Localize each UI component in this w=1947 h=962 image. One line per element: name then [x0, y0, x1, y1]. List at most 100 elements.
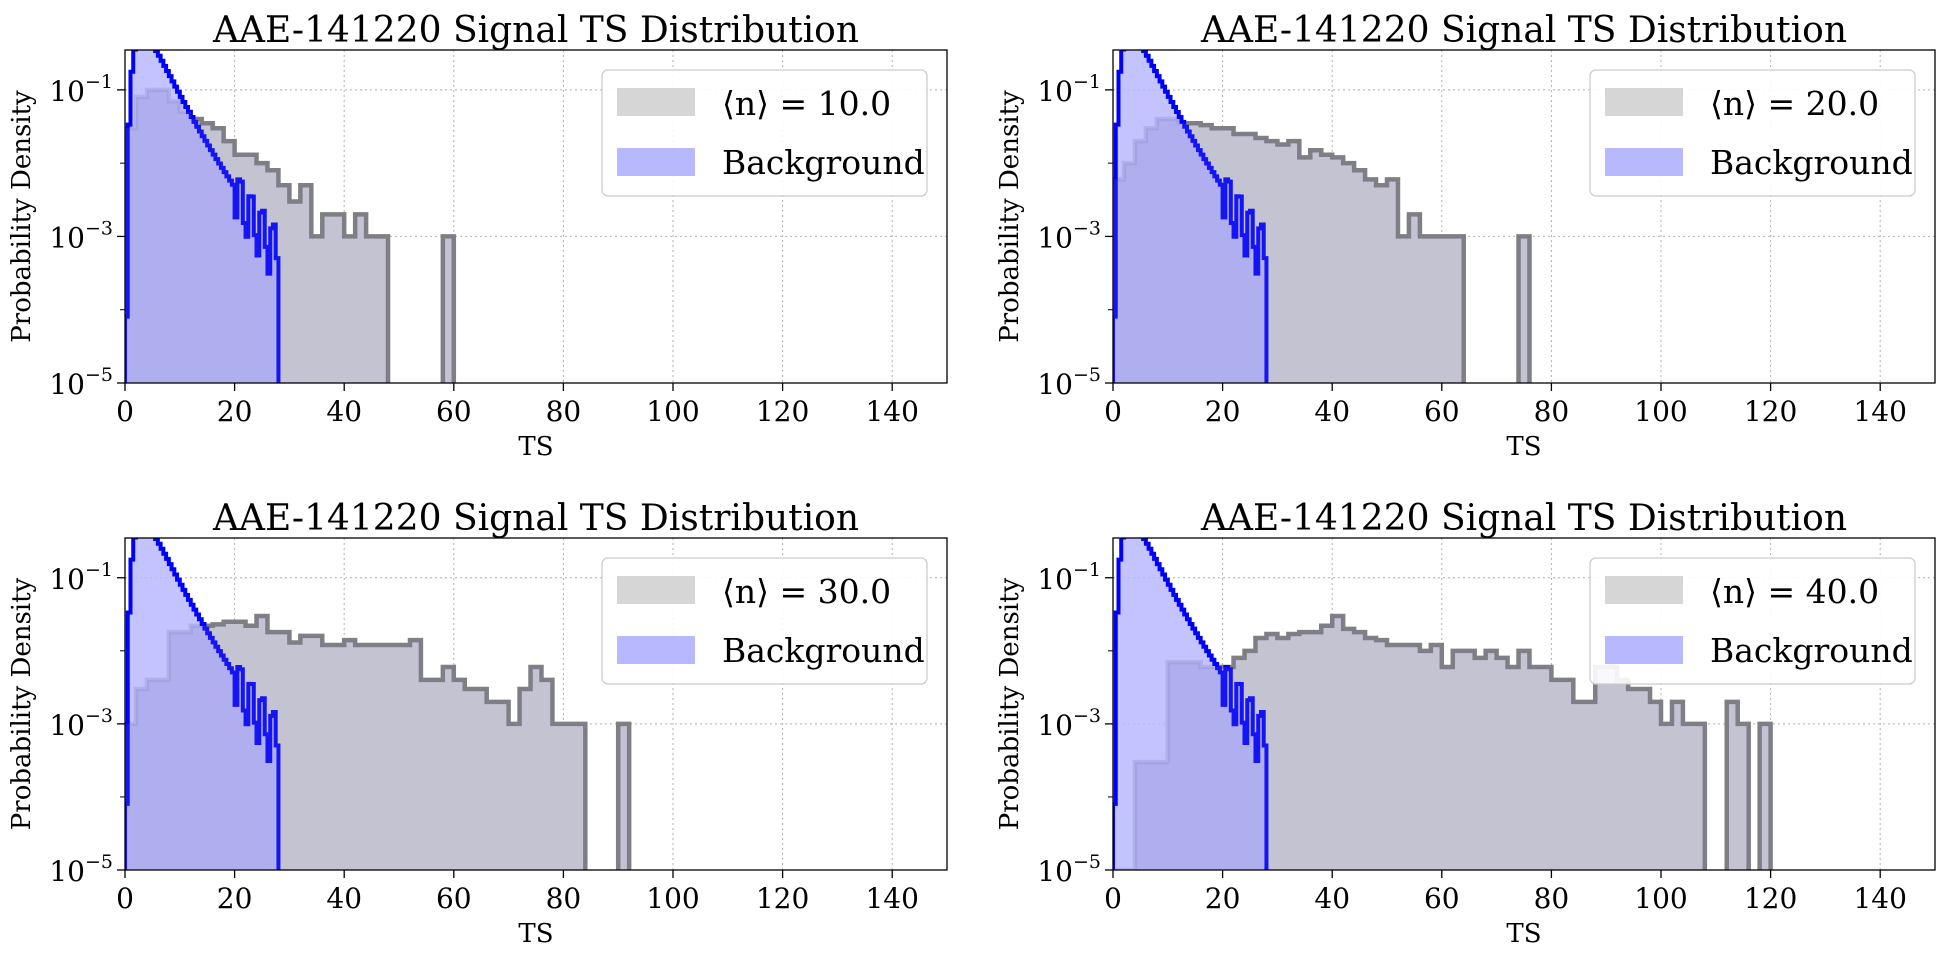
x-tick-label: 0	[1104, 882, 1122, 915]
plot-area	[125, 50, 457, 383]
background-histogram-line	[125, 538, 281, 870]
axes-frame	[124, 537, 948, 871]
x-tick-label: 80	[546, 882, 582, 915]
y-tick-label: 10−1	[49, 71, 113, 108]
y-tick-label: 10−5	[49, 851, 113, 888]
overlap-shade	[125, 615, 630, 870]
x-tick-label: 120	[756, 882, 809, 915]
x-axis-label: TS	[1506, 919, 1541, 949]
legend-label-background: Background	[722, 143, 925, 182]
overlap-shade	[1113, 119, 1530, 383]
axes-frame	[1112, 49, 1936, 384]
x-tick-label: 60	[1424, 882, 1460, 915]
background-histogram-line	[125, 50, 281, 383]
legend: ⟨n⟩ = 20.0 Background	[1589, 69, 1916, 197]
legend-label-background: Background	[1710, 143, 1913, 182]
y-tick-label: 10−5	[49, 364, 113, 401]
chart-title: AAE-141220 Signal TS Distribution	[212, 498, 859, 539]
y-tick-label: 10−3	[49, 705, 113, 742]
x-tick-label: 20	[1205, 395, 1241, 428]
background-histogram-fill	[125, 50, 279, 383]
legend-label-signal: ⟨n⟩ = 30.0	[722, 572, 891, 611]
x-tick-label: 20	[1205, 882, 1241, 915]
x-tick-label: 140	[865, 882, 918, 915]
x-tick-label: 60	[1424, 395, 1460, 428]
legend-swatch-background	[617, 148, 695, 176]
legend-swatch-signal	[1605, 576, 1683, 604]
x-tick-label: 20	[217, 395, 253, 428]
x-tick-label: 40	[326, 395, 362, 428]
x-tick-label: 100	[646, 882, 699, 915]
y-tick-label: 10−1	[49, 559, 113, 596]
y-axis-label: Probability Density	[995, 577, 1025, 830]
legend: ⟨n⟩ = 40.0 Background	[1589, 557, 1916, 685]
axes-frame	[124, 49, 948, 384]
x-axis-label: TS	[518, 919, 553, 949]
y-tick-label: 10−3	[1037, 217, 1101, 254]
chart-panel-3: 0 20 40 60 80 100 120 140 10−1 10−3 10−5 AAE-141220…	[7, 498, 948, 949]
y-axis-label: Probability Density	[7, 577, 37, 830]
legend: ⟨n⟩ = 30.0 Background	[601, 557, 928, 685]
x-tick-label: 120	[1744, 882, 1797, 915]
legend-label-background: Background	[1710, 631, 1913, 670]
chart-title: AAE-141220 Signal TS Distribution	[1200, 498, 1847, 539]
x-tick-label: 40	[1314, 395, 1350, 428]
y-axis-label: Probability Density	[995, 90, 1025, 343]
chart-title: AAE-141220 Signal TS Distribution	[1200, 10, 1847, 51]
x-axis-label: TS	[1506, 432, 1541, 462]
legend-swatch-background	[617, 636, 695, 664]
background-histogram-line	[1113, 50, 1269, 383]
background-histogram-line	[1113, 538, 1269, 870]
x-tick-label: 40	[1314, 882, 1350, 915]
legend-swatch-signal	[1605, 88, 1683, 116]
chart-panel-1: 0 20 40 60 80 100 120 140 10−1 10−3 10−5 AAE-141220…	[7, 10, 948, 462]
signal-histogram-line	[1113, 613, 1773, 870]
x-tick-label: 80	[1534, 395, 1570, 428]
background-histogram-fill	[125, 538, 279, 870]
y-tick-label: 10−3	[49, 217, 113, 254]
x-tick-label: 0	[1104, 395, 1122, 428]
x-tick-label: 140	[865, 395, 918, 428]
y-tick-label: 10−5	[1037, 851, 1101, 888]
x-axis-label: TS	[518, 432, 553, 462]
legend-swatch-signal	[617, 576, 695, 604]
axes-frame	[1112, 537, 1936, 871]
x-tick-label: 40	[326, 882, 362, 915]
x-tick-label: 0	[116, 395, 134, 428]
plot-area	[1113, 50, 1532, 383]
y-tick-label: 10−3	[1037, 705, 1101, 742]
x-tick-label: 80	[546, 395, 582, 428]
legend-label-signal: ⟨n⟩ = 40.0	[1710, 572, 1879, 611]
legend-label-signal: ⟨n⟩ = 20.0	[1710, 84, 1879, 123]
y-tick-label: 10−5	[1037, 364, 1101, 401]
legend-swatch-background	[1605, 148, 1683, 176]
x-tick-label: 60	[436, 882, 472, 915]
y-tick-label: 10−1	[1037, 71, 1101, 108]
overlap-shade	[125, 89, 454, 383]
legend-label-signal: ⟨n⟩ = 10.0	[722, 84, 891, 123]
x-tick-label: 100	[1634, 882, 1687, 915]
background-histogram-fill	[1113, 50, 1267, 383]
x-tick-label: 100	[646, 395, 699, 428]
x-tick-label: 0	[116, 882, 134, 915]
x-tick-label: 20	[217, 882, 253, 915]
x-tick-label: 100	[1634, 395, 1687, 428]
y-tick-label: 10−1	[1037, 559, 1101, 596]
x-tick-label: 120	[756, 395, 809, 428]
x-tick-label: 140	[1853, 395, 1906, 428]
legend-swatch-background	[1605, 636, 1683, 664]
legend-label-background: Background	[722, 631, 925, 670]
chart-panel-2: 0 20 40 60 80 100 120 140 10−1 10−3 10−5 AAE-141220…	[995, 10, 1936, 462]
plot-area	[125, 538, 632, 870]
y-axis-label: Probability Density	[7, 90, 37, 343]
chart-panel-4: 0 20 40 60 80 100 120 140 10−1 10−3 10−5 AAE-141220…	[995, 498, 1936, 949]
background-histogram-fill	[1113, 538, 1267, 870]
chart-title: AAE-141220 Signal TS Distribution	[212, 10, 859, 51]
x-tick-label: 60	[436, 395, 472, 428]
legend-swatch-signal	[617, 88, 695, 116]
x-tick-label: 140	[1853, 882, 1906, 915]
legend: ⟨n⟩ = 10.0 Background	[601, 69, 928, 197]
x-tick-label: 120	[1744, 395, 1797, 428]
x-tick-label: 80	[1534, 882, 1570, 915]
